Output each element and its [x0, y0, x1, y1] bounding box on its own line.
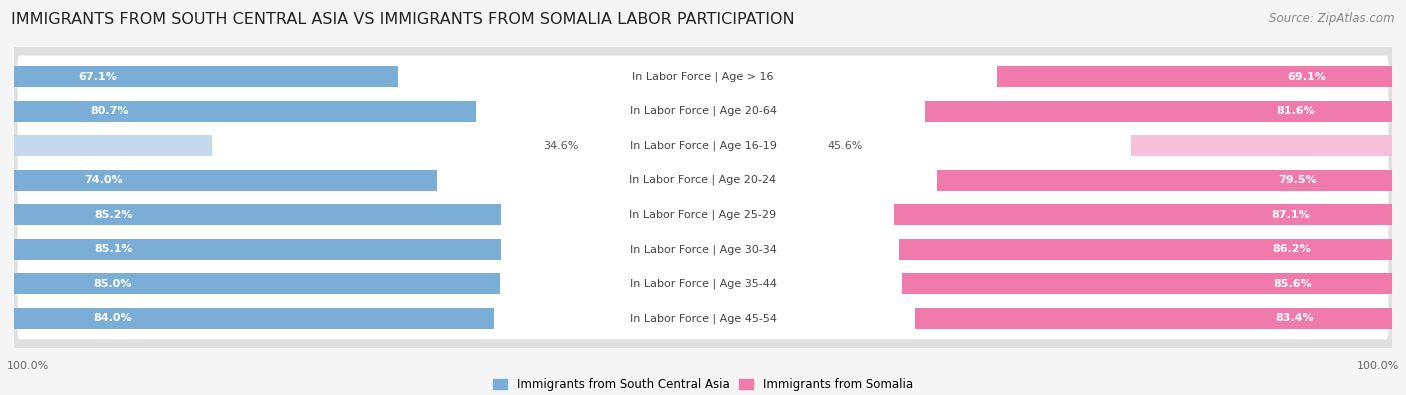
FancyBboxPatch shape: [585, 97, 821, 126]
Bar: [997, 66, 1392, 87]
Text: In Labor Force | Age 20-64: In Labor Force | Age 20-64: [630, 106, 776, 117]
Text: 100.0%: 100.0%: [7, 361, 49, 371]
FancyBboxPatch shape: [585, 235, 821, 264]
FancyBboxPatch shape: [17, 297, 1389, 339]
Text: 85.2%: 85.2%: [94, 210, 132, 220]
Text: In Labor Force | Age 30-34: In Labor Force | Age 30-34: [630, 244, 776, 254]
FancyBboxPatch shape: [585, 166, 821, 195]
Text: 84.0%: 84.0%: [93, 313, 132, 323]
Text: In Labor Force | Age > 16: In Labor Force | Age > 16: [633, 71, 773, 82]
Text: 67.1%: 67.1%: [79, 72, 117, 82]
FancyBboxPatch shape: [13, 79, 1393, 143]
FancyBboxPatch shape: [585, 62, 821, 91]
FancyBboxPatch shape: [585, 269, 821, 298]
Text: 79.5%: 79.5%: [1278, 175, 1317, 185]
Bar: [14, 101, 475, 122]
Bar: [898, 239, 1392, 260]
FancyBboxPatch shape: [17, 125, 1389, 167]
FancyBboxPatch shape: [13, 182, 1393, 247]
FancyBboxPatch shape: [13, 286, 1393, 350]
Text: In Labor Force | Age 16-19: In Labor Force | Age 16-19: [630, 141, 776, 151]
Text: 100.0%: 100.0%: [1357, 361, 1399, 371]
Text: 85.0%: 85.0%: [94, 279, 132, 289]
FancyBboxPatch shape: [17, 159, 1389, 201]
FancyBboxPatch shape: [585, 304, 821, 333]
FancyBboxPatch shape: [13, 148, 1393, 213]
Text: 45.6%: 45.6%: [827, 141, 862, 151]
FancyBboxPatch shape: [585, 200, 821, 229]
FancyBboxPatch shape: [17, 90, 1389, 132]
Text: 69.1%: 69.1%: [1286, 72, 1326, 82]
Bar: [903, 273, 1392, 294]
FancyBboxPatch shape: [585, 131, 821, 160]
Text: In Labor Force | Age 45-54: In Labor Force | Age 45-54: [630, 313, 776, 324]
Text: IMMIGRANTS FROM SOUTH CENTRAL ASIA VS IMMIGRANTS FROM SOMALIA LABOR PARTICIPATIO: IMMIGRANTS FROM SOUTH CENTRAL ASIA VS IM…: [11, 12, 794, 27]
Text: 34.6%: 34.6%: [544, 141, 579, 151]
FancyBboxPatch shape: [13, 114, 1393, 178]
FancyBboxPatch shape: [17, 56, 1389, 98]
FancyBboxPatch shape: [13, 217, 1393, 281]
Bar: [938, 169, 1392, 191]
Bar: [894, 204, 1392, 226]
Legend: Immigrants from South Central Asia, Immigrants from Somalia: Immigrants from South Central Asia, Immi…: [488, 373, 918, 395]
Bar: [14, 66, 398, 87]
Bar: [1132, 135, 1392, 156]
Text: 87.1%: 87.1%: [1271, 210, 1310, 220]
Bar: [14, 204, 502, 226]
Text: 86.2%: 86.2%: [1272, 244, 1312, 254]
Bar: [14, 239, 501, 260]
Text: 81.6%: 81.6%: [1277, 106, 1315, 116]
Bar: [14, 135, 212, 156]
Bar: [915, 308, 1392, 329]
Text: Source: ZipAtlas.com: Source: ZipAtlas.com: [1270, 12, 1395, 25]
FancyBboxPatch shape: [17, 228, 1389, 270]
Text: In Labor Force | Age 35-44: In Labor Force | Age 35-44: [630, 278, 776, 289]
Text: 74.0%: 74.0%: [84, 175, 124, 185]
Text: In Labor Force | Age 25-29: In Labor Force | Age 25-29: [630, 209, 776, 220]
Text: In Labor Force | Age 20-24: In Labor Force | Age 20-24: [630, 175, 776, 186]
Text: 83.4%: 83.4%: [1275, 313, 1313, 323]
Bar: [14, 273, 501, 294]
FancyBboxPatch shape: [17, 263, 1389, 305]
FancyBboxPatch shape: [13, 252, 1393, 316]
FancyBboxPatch shape: [13, 45, 1393, 109]
Bar: [14, 169, 437, 191]
Text: 85.6%: 85.6%: [1272, 279, 1312, 289]
Text: 80.7%: 80.7%: [90, 106, 129, 116]
Text: 85.1%: 85.1%: [94, 244, 132, 254]
Bar: [925, 101, 1392, 122]
Bar: [14, 308, 495, 329]
FancyBboxPatch shape: [17, 194, 1389, 236]
